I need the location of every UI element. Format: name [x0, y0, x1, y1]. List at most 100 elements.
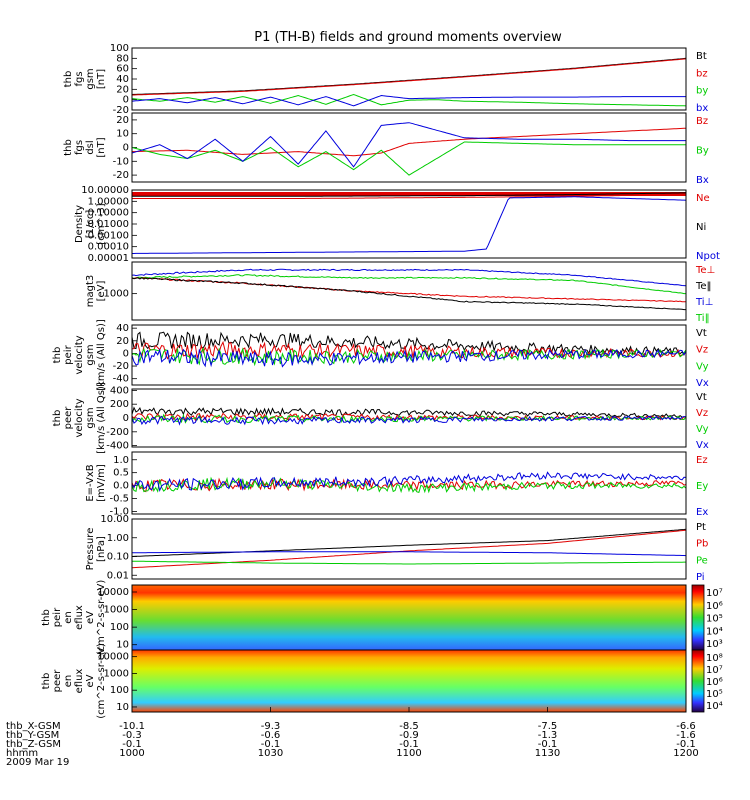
x-tick-label: -1.3	[538, 730, 558, 741]
legend-label: Pe	[696, 555, 708, 566]
y-tick-label: 1000	[104, 605, 129, 616]
date-label: 2009 Mar 19	[6, 757, 69, 768]
panel-pressure: 10.00 1.00 0.10 0.01 Pressure [nPa] Pt Pb Pe Pi	[85, 514, 708, 583]
legend-label: Vt	[696, 392, 707, 403]
y-tick-label: 100	[110, 43, 129, 54]
y-axis-label: eV	[85, 611, 96, 624]
y-axis-label: thb	[52, 410, 63, 427]
x-tick-label: -7.5	[538, 721, 558, 732]
y-tick-label: 100	[110, 685, 129, 696]
panel-frame	[131, 189, 687, 259]
legend-label: By	[696, 146, 709, 157]
y-tick-label: 10000	[97, 652, 129, 663]
y-tick-label: 0	[123, 143, 129, 154]
y-tick-label: 60	[116, 64, 129, 75]
y-tick-label: 10	[116, 702, 129, 713]
colorbar-tick-label: 10⁴	[706, 626, 723, 637]
colorbar-tick-label: 10³	[706, 639, 723, 650]
legend-label: Pb	[696, 539, 708, 550]
y-tick-label: -400	[106, 441, 129, 452]
spectrogram-peer-spec	[132, 650, 686, 712]
legend-label: bx	[696, 103, 708, 114]
x-tick-label: -0.1	[261, 739, 281, 750]
spectrogram-peir-spec	[132, 585, 686, 650]
series-peer-velocity-Vt	[131, 406, 687, 418]
y-axis-label: [nT]	[96, 137, 107, 157]
x-tick-label: -0.1	[122, 739, 142, 750]
y-axis-label: [1/cc]	[85, 210, 96, 239]
panel-frame	[131, 518, 687, 580]
series-peir-velocity-Vy	[131, 347, 687, 367]
x-tick-label: -0.3	[122, 730, 142, 741]
y-tick-label: 0.00100	[88, 230, 129, 241]
series-peer-velocity-Vy	[131, 413, 687, 424]
y-axis-label: [km/s (All Qs)]	[96, 382, 107, 454]
x-row-label: thb_X-GSM	[6, 721, 61, 732]
legend-label: Pi	[696, 572, 705, 583]
x-row-label: hhmm	[6, 748, 38, 759]
y-tick-label: 100	[110, 622, 129, 633]
legend-label: Ex	[696, 507, 708, 518]
y-axis-label: (cm^2-s-sr-eV)	[96, 643, 107, 719]
series-magt3-Ti‖	[131, 274, 686, 295]
series-peer-velocity-Vz	[131, 412, 687, 422]
y-axis-label: thb	[63, 139, 74, 156]
y-axis-label: (cm^2-s-sr-eV)	[96, 580, 107, 656]
series-magt3-Te‖	[131, 277, 686, 311]
y-axis-label: en	[63, 611, 74, 624]
panel-frame	[131, 324, 687, 386]
y-axis-label: thb	[41, 673, 52, 690]
series-density-Ne	[132, 194, 687, 199]
x-tick-label: -1.6	[676, 730, 696, 741]
panel-frame	[131, 47, 687, 111]
y-axis-label: Density	[74, 205, 85, 243]
y-axis-label: [cm^-3]	[96, 203, 107, 244]
y-tick-label: 400	[110, 385, 129, 396]
colorbar-peir-spec	[691, 584, 705, 651]
y-tick-label: 20	[116, 84, 129, 95]
x-axis-block: thb_X-GSM -10.1 -9.3 -8.5 -7.5 -6.6 thb_Y-GSM -…	[6, 707, 699, 768]
y-tick-label: 80	[116, 53, 129, 64]
legend-label: Vt	[696, 328, 707, 339]
panel-efield: 1.0 0.5 0.0 -0.5-1.0 E=-VxB [mV/m] Ez Ey Ex	[85, 451, 708, 518]
y-axis-label: velocity	[74, 335, 85, 374]
y-tick-label: -20	[113, 105, 129, 116]
y-tick-label: 0.00001	[88, 253, 129, 264]
legend-label: Ne	[696, 193, 710, 204]
y-axis-label: peer	[63, 406, 74, 430]
legend-label: Vx	[696, 378, 709, 389]
colorbar-tick-label: 10⁵	[706, 614, 723, 625]
legend-label: Vz	[696, 408, 708, 419]
y-axis-label: velocity	[74, 398, 85, 437]
y-axis-label: peir	[63, 344, 74, 364]
x-tick-label: -0.1	[538, 739, 558, 750]
y-tick-label: 0	[123, 348, 129, 359]
y-axis-label: eV	[85, 674, 96, 687]
y-axis-label: [km/s (All Qs)]	[96, 319, 107, 391]
y-tick-label: -20	[113, 361, 129, 372]
series-efield-Ey	[131, 476, 687, 494]
panel-frame	[131, 451, 687, 515]
panel-frame	[131, 261, 687, 321]
x-tick-label: -0.1	[399, 739, 419, 750]
y-tick-label: 0.01	[107, 570, 129, 581]
y-axis-label: gsm	[85, 407, 96, 428]
y-axis-label: thb	[52, 347, 63, 364]
y-axis-label: dsl	[85, 140, 96, 154]
y-axis-label: eflux	[74, 669, 85, 694]
legend-label: Vy	[696, 361, 709, 372]
series-peer-velocity-Vx	[131, 415, 686, 426]
y-axis-label: gsm	[85, 344, 96, 365]
legend-label: Vx	[696, 440, 709, 451]
y-tick-label: 20	[116, 336, 129, 347]
y-tick-label: 10000	[97, 587, 129, 598]
panel-peer-velocity: 400 200 0 -200 -400 thb peer velocity gsm [km/s (…	[52, 382, 709, 454]
colorbar-tick-label: 10⁶	[706, 601, 723, 612]
series-fgs-dsl-Bz	[132, 127, 687, 157]
y-axis-label: thb	[63, 71, 74, 88]
x-tick-label: -0.1	[676, 739, 696, 750]
series-density-Npot	[132, 196, 687, 254]
